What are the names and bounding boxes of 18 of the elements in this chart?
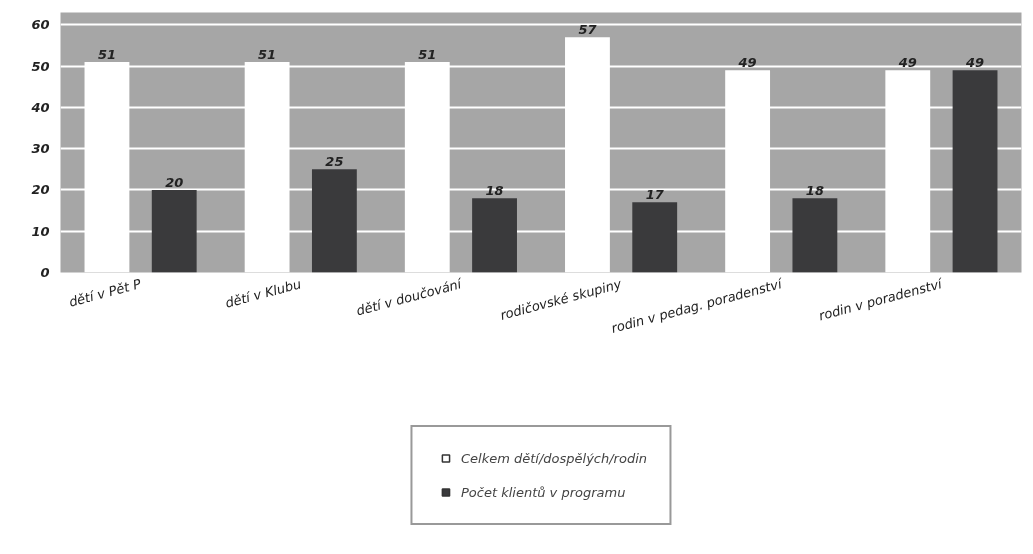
y-tick-label: 50	[31, 58, 50, 74]
legend-label: Celkem dětí/dospělých/rodin	[460, 450, 648, 466]
data-label: 25	[325, 154, 344, 170]
y-tick-label: 0	[40, 265, 50, 280]
data-label: 51	[418, 47, 437, 63]
y-tick-label: 10	[31, 223, 50, 239]
data-label: 51	[97, 47, 116, 63]
x-tick-label: dětí v Pět P	[67, 276, 143, 310]
data-label: 17	[645, 187, 665, 203]
y-tick-label: 20	[31, 182, 50, 198]
data-label: 20	[165, 174, 184, 190]
x-tick-label: dětí v Klubu	[223, 276, 303, 311]
y-tick-label: 60	[31, 17, 50, 33]
y-tick-label: 30	[31, 141, 50, 157]
data-label: 51	[258, 47, 277, 63]
data-label: 57	[578, 22, 598, 38]
legend-label: Počet klientů v programu	[460, 484, 626, 500]
y-tick-label: 40	[30, 99, 50, 115]
